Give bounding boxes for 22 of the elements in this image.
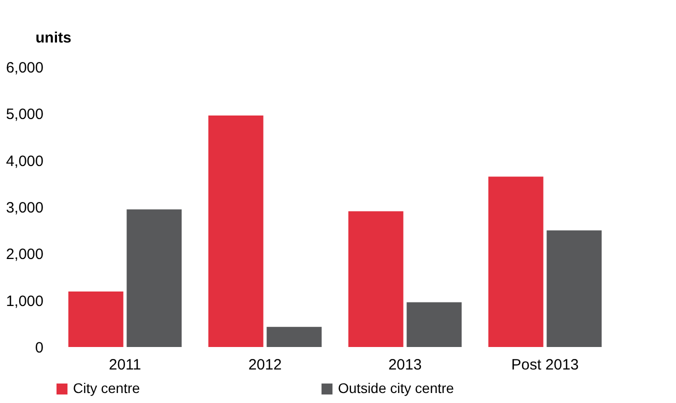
bar — [68, 291, 124, 347]
x-tick-label: 2011 — [108, 356, 142, 374]
y-tick-label: 2,000 — [6, 246, 44, 264]
x-tick-label: 2012 — [248, 356, 282, 374]
y-tick-label: 5,000 — [6, 106, 44, 124]
y-tick-label: 6,000 — [6, 60, 44, 76]
bar — [266, 326, 322, 347]
bar — [126, 209, 182, 347]
legend-label: Outside city centre — [338, 380, 454, 396]
x-tick-label: Post 2013 — [511, 356, 579, 374]
x-tick-label: 2013 — [388, 356, 422, 374]
y-tick-label: 4,000 — [6, 152, 44, 170]
bar — [546, 230, 602, 347]
bar — [406, 302, 462, 347]
y-tick-label: 0 — [35, 340, 44, 356]
legend-label: City centre — [73, 380, 140, 396]
y-axis-title: units — [36, 30, 72, 46]
bar — [488, 176, 544, 347]
y-tick-label: 1,000 — [6, 292, 44, 310]
y-tick-label: 3,000 — [6, 200, 44, 216]
bar — [208, 116, 264, 347]
bar — [348, 211, 404, 347]
